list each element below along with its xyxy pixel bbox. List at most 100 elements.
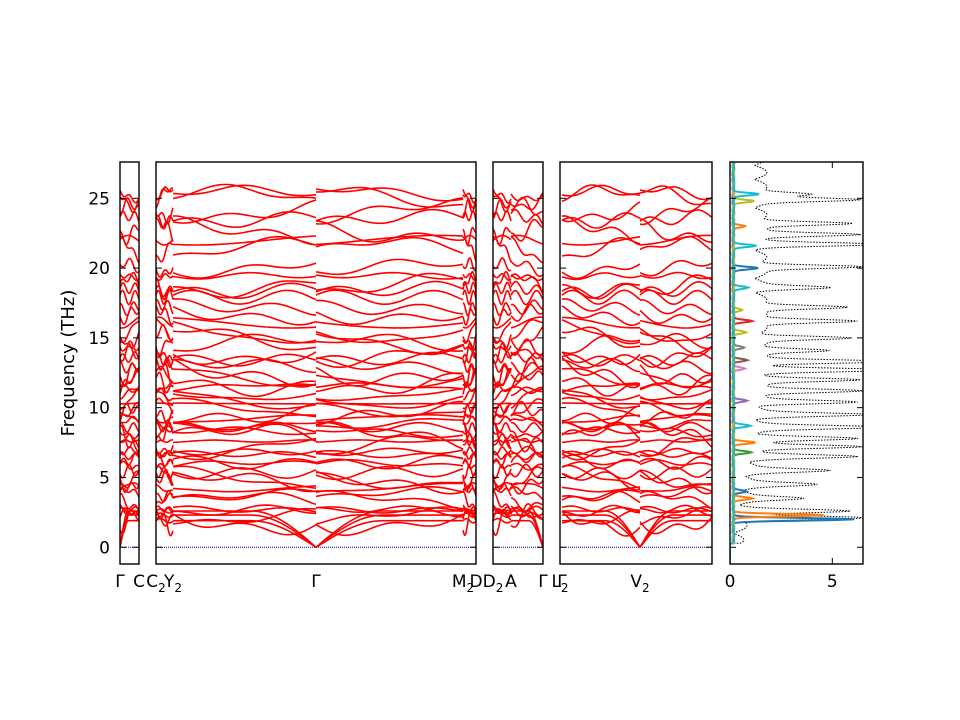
band-line (493, 281, 512, 295)
band-line (172, 423, 317, 443)
band-line (510, 505, 543, 520)
band-line (156, 371, 174, 394)
band-line (172, 306, 317, 326)
band-line (639, 469, 712, 488)
band-line (315, 272, 464, 293)
band-line (640, 402, 712, 405)
band-line (561, 184, 641, 202)
band-line (510, 208, 543, 226)
band-line (462, 403, 476, 418)
band-line (462, 189, 476, 204)
band-line (156, 267, 174, 278)
band-line (156, 447, 174, 457)
panel-frame (559, 161, 713, 565)
acoustic-band-line (562, 510, 641, 548)
band-line (493, 226, 512, 246)
band-line (120, 316, 139, 329)
acoustic-band-line (315, 514, 463, 548)
band-line (639, 185, 712, 206)
band-line (561, 184, 641, 197)
acoustic-band-line (493, 517, 512, 524)
band-line (172, 465, 317, 489)
band-line (173, 504, 317, 516)
band-line (156, 409, 174, 426)
band-line (639, 298, 712, 316)
band-line (510, 365, 543, 389)
band-line (156, 187, 174, 209)
band-line (639, 372, 712, 389)
acoustic-band-line (639, 514, 712, 548)
acoustic-band-line (639, 519, 712, 548)
dos-frame (729, 161, 864, 565)
acoustic-band-line (120, 510, 139, 548)
band-line (315, 271, 464, 280)
band-line (493, 402, 511, 405)
band-line (156, 352, 174, 367)
band-line (561, 426, 641, 435)
y-tick-label: 25 (88, 189, 110, 209)
band-line (462, 421, 476, 433)
y-tick-label: 0 (99, 538, 110, 558)
band-line (120, 281, 139, 295)
acoustic-band-line (462, 517, 476, 524)
band-line (120, 359, 139, 374)
band-line (493, 403, 512, 418)
band-line (156, 357, 174, 371)
band-line (172, 466, 317, 480)
band-line (639, 413, 712, 423)
band-line (315, 344, 464, 368)
band-line (511, 386, 543, 395)
band-line (462, 450, 476, 460)
band-line (315, 197, 464, 225)
y-tick-label: 5 (99, 468, 110, 488)
band-line (562, 402, 640, 405)
band-line (510, 192, 543, 211)
panel-frame (119, 161, 140, 565)
band-panel-4: L2Γ V2 (551, 161, 713, 595)
band-line (315, 236, 464, 254)
band-line (639, 235, 712, 252)
band-line (156, 492, 174, 503)
band-line (156, 388, 174, 402)
band-line (493, 430, 512, 440)
band-line (511, 218, 543, 242)
band-line (510, 463, 543, 478)
band-line (462, 226, 476, 246)
band-line (172, 379, 317, 398)
band-line (172, 351, 317, 366)
band-line (639, 271, 712, 280)
band-line (156, 421, 174, 433)
band-line (172, 235, 317, 256)
band-lines (120, 189, 139, 548)
acoustic-band-line (493, 508, 512, 514)
band-line (639, 217, 712, 243)
band-line (639, 196, 712, 226)
band-line (493, 387, 512, 401)
band-line (156, 506, 174, 520)
band-line (639, 327, 712, 342)
band-line (315, 439, 464, 443)
x-tick-label: Γ (311, 572, 321, 592)
band-line (639, 374, 712, 396)
band-line (639, 455, 712, 470)
band-line (156, 439, 174, 444)
partial-dos-curve (730, 162, 760, 564)
y-tick-label: 20 (88, 259, 110, 279)
band-line (315, 321, 464, 329)
dos-x-tick-label: 0 (725, 572, 736, 592)
band-line (510, 274, 543, 282)
band-line (172, 460, 317, 468)
band-line (561, 351, 641, 366)
band-line (315, 387, 464, 402)
band-line (315, 459, 464, 467)
band-line (639, 459, 712, 467)
acoustic-band-line (462, 512, 476, 518)
band-line (561, 489, 641, 502)
band-line (493, 334, 512, 351)
band-line (493, 273, 512, 282)
band-line (462, 334, 476, 351)
band-line (639, 274, 712, 296)
band-line (156, 337, 174, 359)
